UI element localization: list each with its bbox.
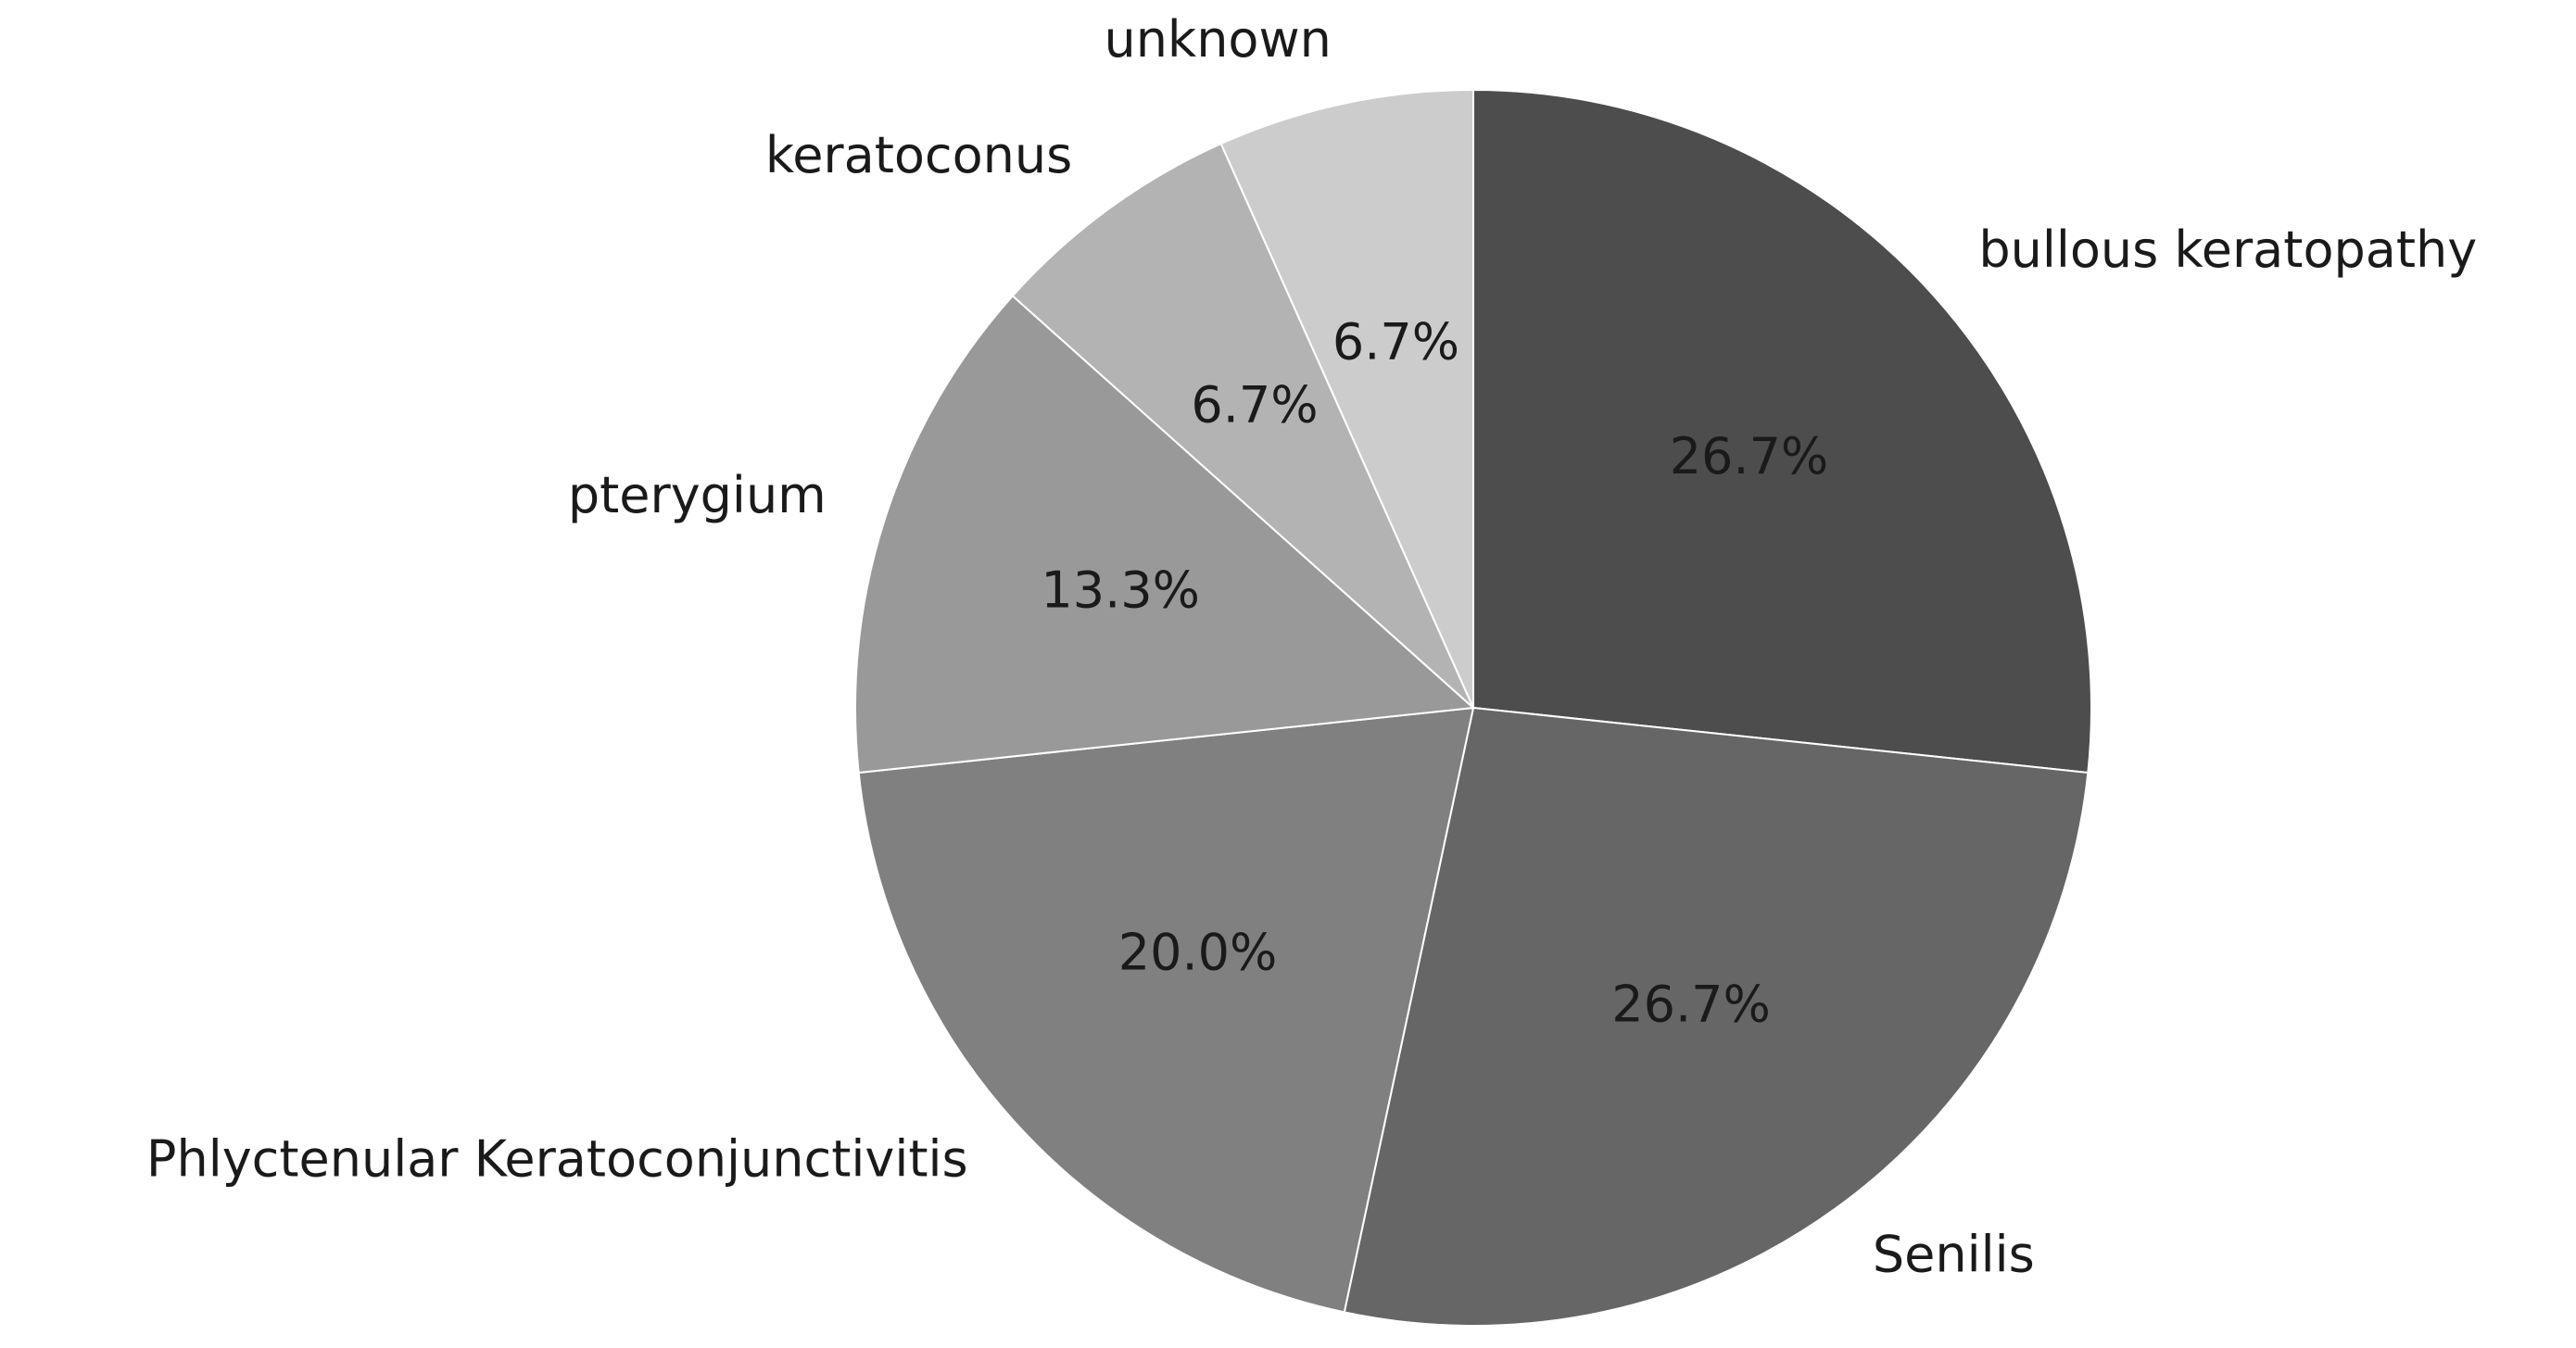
slice-label: pterygium — [568, 466, 827, 524]
pie-slice — [1472, 88, 2092, 775]
pie-slice — [1343, 706, 2090, 1327]
slice-label: Phlyctenular Keratoconjunctivitis — [146, 1129, 968, 1188]
value-label: 13.3% — [1041, 561, 1200, 620]
value-label: 20.0% — [1118, 923, 1278, 981]
slice-label: Senilis — [1873, 1225, 2035, 1283]
slice-label: bullous keratopathy — [1978, 220, 2477, 279]
value-label: 26.7% — [1611, 976, 1771, 1034]
pie-slice — [1011, 142, 1474, 709]
pie-slice — [857, 706, 1475, 1314]
slice-label: keratoconus — [765, 126, 1072, 184]
value-label: 6.7% — [1191, 375, 1318, 434]
slice-label: unknown — [1104, 10, 1331, 69]
pie-slice — [854, 294, 1476, 775]
value-label: 6.7% — [1332, 312, 1459, 371]
value-label: 26.7% — [1670, 427, 1829, 485]
pie-slice — [1219, 88, 1474, 709]
